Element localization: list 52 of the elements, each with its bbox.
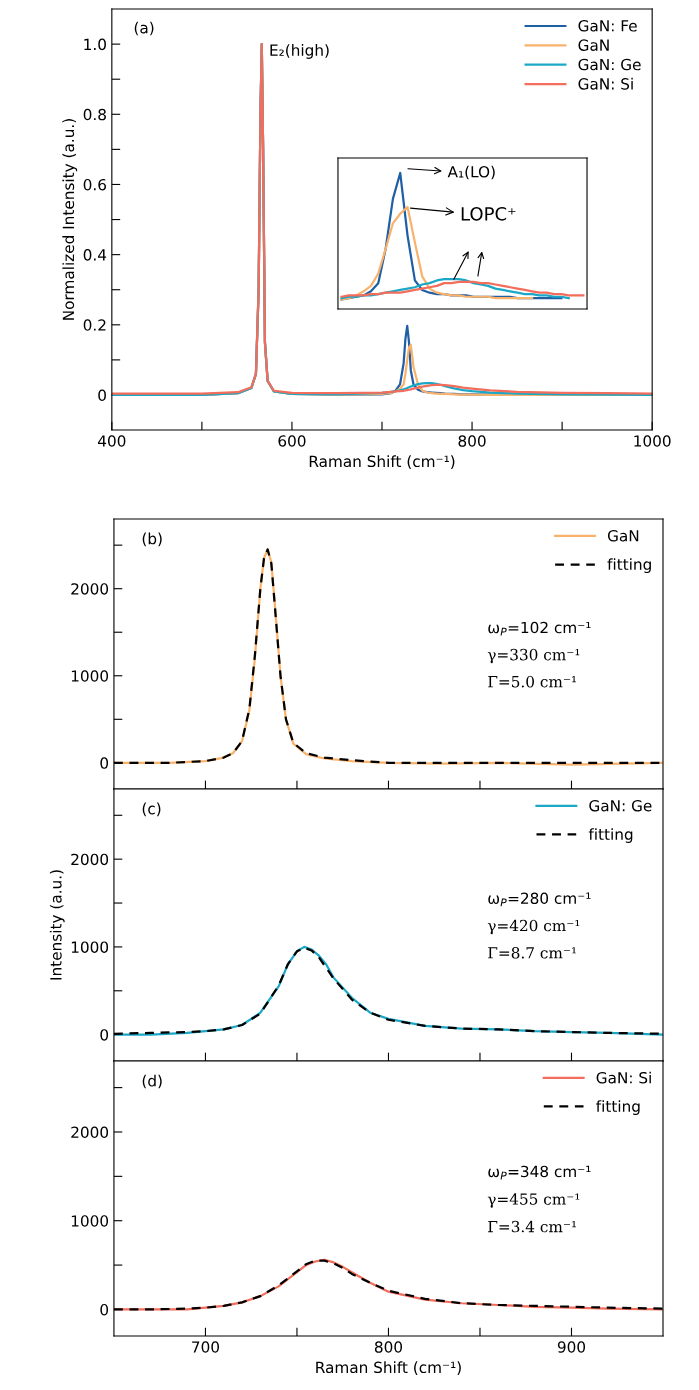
y-tick-label: 0.8 (83, 108, 106, 121)
y-tick-label: 0.4 (83, 249, 107, 261)
legend-label: GaN: Fe (578, 20, 637, 32)
legend-label: GaN: Ge (589, 799, 652, 812)
y-tick-label: 1000 (71, 1215, 109, 1227)
y-tick-label: 1000 (71, 670, 109, 682)
y-tick-label: 2000 (71, 1126, 109, 1138)
y-axis-title: Intensity (a.u.) (49, 870, 65, 980)
y-tick-label: 1000 (71, 941, 109, 953)
annotation: ω$_{P}$=102 cm⁻¹ (488, 621, 591, 636)
x-tick-label: 800 (458, 435, 486, 447)
legend-label: GaN: Ge (578, 58, 641, 71)
x-axis-title: Raman Shift (cm⁻¹) (316, 1361, 461, 1375)
legend-label: GaN: Si (596, 1071, 651, 1084)
annotation: Γ=8.7 cm⁻¹ (488, 947, 576, 959)
y-tick-label: 0 (100, 757, 109, 769)
y-tick-label: 2000 (71, 583, 109, 595)
x-tick-label: 900 (557, 1341, 586, 1353)
x-tick-label: 800 (374, 1341, 403, 1353)
annotation: A₁(LO) (447, 165, 495, 180)
annotation: (c) (142, 802, 161, 817)
annotation: ω$_{P}$=280 cm⁻¹ (488, 892, 591, 907)
x-tick-label: 400 (98, 435, 126, 447)
y-tick-label: 0.2 (83, 319, 106, 331)
annotation: (d) (142, 1074, 162, 1089)
x-tick-label: 700 (192, 1341, 220, 1353)
legend-label: fitting (607, 558, 651, 574)
annotation: LOPC⁺ (461, 206, 516, 221)
x-tick-label: 1000 (634, 435, 671, 447)
annotation: γ=420 cm⁻¹ (487, 919, 580, 935)
legend-label: GaN (607, 529, 639, 542)
annotation: ω$_{P}$=348 cm⁻¹ (488, 1165, 591, 1180)
y-axis-title: Normalized Intensity (a.u.) (62, 119, 78, 320)
annotation: (a) (134, 21, 154, 36)
annotation: Γ=5.0 cm⁻¹ (488, 675, 576, 688)
y-tick-label: 2000 (71, 853, 109, 866)
annotation: γ=330 cm⁻¹ (487, 648, 580, 664)
annotation: γ=455 cm⁻¹ (487, 1193, 580, 1208)
legend-label: fitting (588, 828, 633, 843)
legend-label: fitting (596, 1100, 640, 1115)
annotation: E₂(high) (270, 44, 329, 59)
annotation: (b) (142, 532, 162, 547)
legend-label: GaN: Si (578, 77, 633, 90)
x-axis-title: Raman Shift (cm⁻¹) (309, 455, 455, 469)
y-tick-label: 0 (100, 1029, 109, 1041)
y-tick-label: 1.0 (84, 38, 106, 51)
legend-label: GaN (578, 39, 609, 51)
x-tick-label: 600 (278, 435, 306, 447)
y-tick-label: 0 (98, 389, 106, 401)
annotation: Γ=3.4 cm⁻¹ (488, 1220, 576, 1233)
y-tick-label: 0 (100, 1303, 109, 1316)
y-tick-label: 0.6 (83, 178, 107, 191)
